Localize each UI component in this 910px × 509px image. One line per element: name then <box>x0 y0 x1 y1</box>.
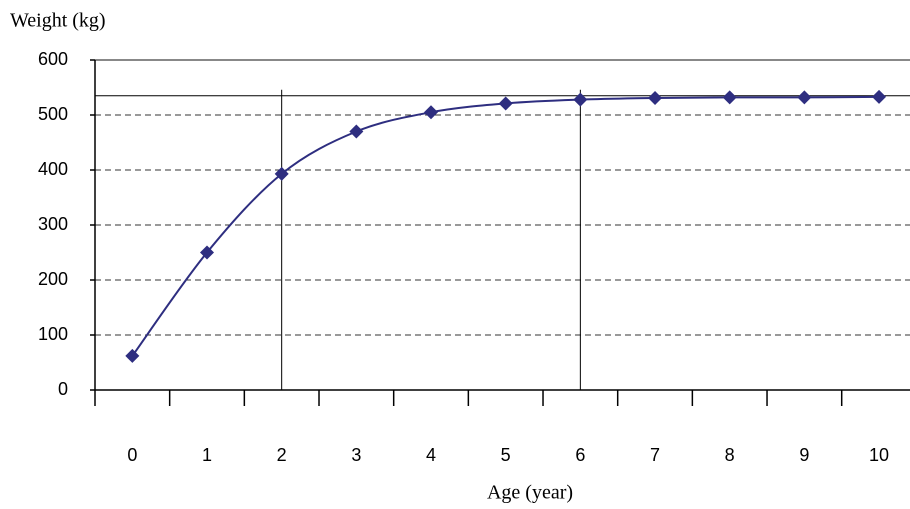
y-tick-label: 300 <box>38 214 68 234</box>
data-point <box>722 90 737 105</box>
y-tick-label: 100 <box>38 324 68 344</box>
x-tick-label: 2 <box>277 445 287 465</box>
x-tick-label: 7 <box>650 445 660 465</box>
y-axis-label: Weight (kg) <box>10 10 106 32</box>
data-point <box>797 90 812 105</box>
x-tick-label: 3 <box>351 445 361 465</box>
x-tick-label: 9 <box>799 445 809 465</box>
x-tick-label: 4 <box>426 445 436 465</box>
data-point <box>274 166 289 181</box>
data-point <box>200 245 215 260</box>
data-point <box>648 90 663 105</box>
data-point <box>125 348 140 363</box>
y-tick-label: 500 <box>38 104 68 124</box>
data-point <box>424 105 439 120</box>
data-point <box>573 92 588 107</box>
data-point <box>498 96 513 111</box>
series-line <box>131 95 880 357</box>
data-point <box>349 124 364 139</box>
y-tick-label: 600 <box>38 49 68 69</box>
x-tick-label: 0 <box>127 445 137 465</box>
x-tick-label: 8 <box>725 445 735 465</box>
x-tick-label: 1 <box>202 445 212 465</box>
x-axis-label: Age (year) <box>487 482 573 504</box>
data-point <box>872 89 887 104</box>
y-tick-label: 0 <box>58 379 68 399</box>
y-tick-label: 200 <box>38 269 68 289</box>
x-tick-label: 5 <box>501 445 511 465</box>
y-tick-label: 400 <box>38 159 68 179</box>
x-tick-label: 6 <box>575 445 585 465</box>
x-tick-label: 10 <box>869 445 889 465</box>
